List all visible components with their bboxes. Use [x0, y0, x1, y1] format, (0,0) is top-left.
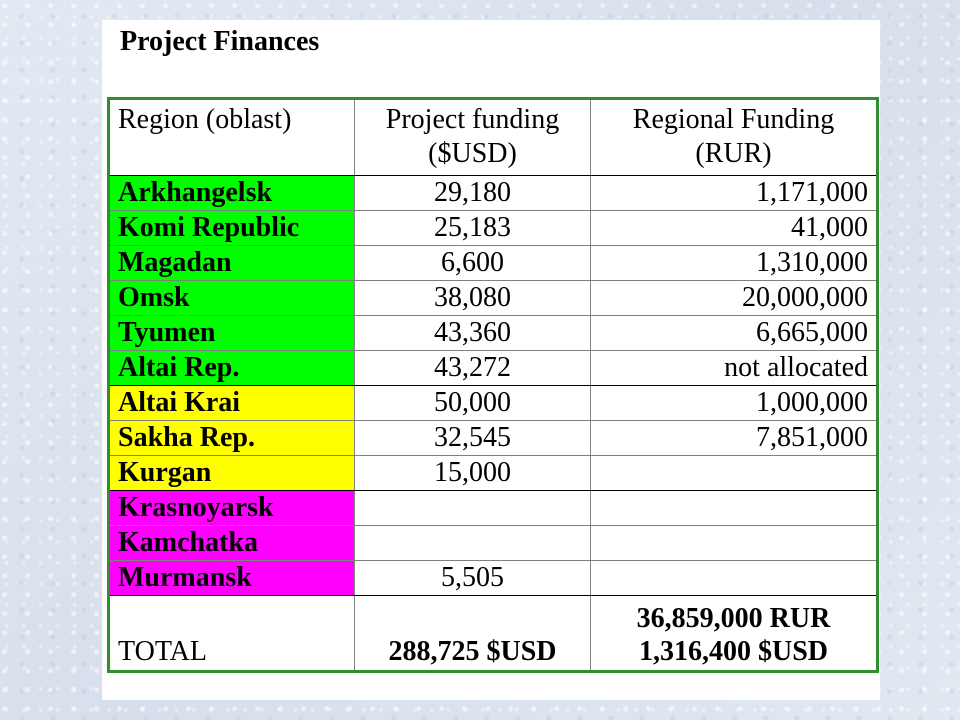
- project-funding-cell: 38,080: [354, 280, 591, 316]
- regional-funding-cell: [590, 560, 878, 596]
- table-row: Tyumen 43,360 6,665,000: [108, 315, 878, 351]
- page-title: Project Finances: [120, 26, 320, 57]
- project-funding-cell: [354, 490, 591, 526]
- slide: Project Finances Region (oblast) Project…: [102, 20, 880, 700]
- regional-funding-cell: not allocated: [590, 350, 878, 386]
- region-cell: Krasnoyarsk: [108, 490, 355, 526]
- header-region: Region (oblast): [108, 98, 355, 176]
- regional-funding-cell: [590, 490, 878, 526]
- project-funding-cell: [354, 525, 591, 561]
- total-regional-usd: 1,316,400 $USD: [638, 636, 828, 667]
- total-regional-funding: 36,859,000 RUR 1,316,400 $USD: [590, 595, 878, 672]
- project-funding-cell: 29,180: [354, 175, 591, 211]
- table-row: Omsk 38,080 20,000,000: [108, 280, 878, 316]
- table-row: Sakha Rep. 32,545 7,851,000: [108, 420, 878, 456]
- project-funding-cell: 6,600: [354, 245, 591, 281]
- region-cell: Altai Rep.: [108, 350, 355, 386]
- total-project-funding: 288,725 $USD: [354, 595, 591, 672]
- region-cell: Kamchatka: [108, 525, 355, 561]
- project-funding-cell: 32,545: [354, 420, 591, 456]
- region-cell: Arkhangelsk: [108, 175, 355, 211]
- project-funding-cell: 25,183: [354, 210, 591, 246]
- region-cell: Murmansk: [108, 560, 355, 596]
- table-row: Murmansk 5,505: [108, 560, 878, 596]
- region-cell: Tyumen: [108, 315, 355, 351]
- region-cell: Magadan: [108, 245, 355, 281]
- region-cell: Sakha Rep.: [108, 420, 355, 456]
- total-regional-rur: 36,859,000 RUR: [636, 603, 831, 634]
- region-cell: Altai Krai: [108, 385, 355, 421]
- project-funding-cell: 5,505: [354, 560, 591, 596]
- regional-funding-cell: 1,171,000: [590, 175, 878, 211]
- table-row: Arkhangelsk 29,180 1,171,000: [108, 175, 878, 211]
- regional-funding-cell: 1,310,000: [590, 245, 878, 281]
- region-cell: Kurgan: [108, 455, 355, 491]
- project-funding-cell: 50,000: [354, 385, 591, 421]
- regional-funding-cell: [590, 455, 878, 491]
- region-cell: Omsk: [108, 280, 355, 316]
- total-row: TOTAL 288,725 $USD 36,859,000 RUR 1,316,…: [108, 595, 878, 672]
- table-row: Altai Rep. 43,272 not allocated: [108, 350, 878, 386]
- regional-funding-cell: 41,000: [590, 210, 878, 246]
- total-label: TOTAL: [108, 595, 355, 672]
- regional-funding-cell: 7,851,000: [590, 420, 878, 456]
- regional-funding-cell: 20,000,000: [590, 280, 878, 316]
- regional-funding-cell: 6,665,000: [590, 315, 878, 351]
- project-funding-cell: 15,000: [354, 455, 591, 491]
- table-row: Komi Republic 25,183 41,000: [108, 210, 878, 246]
- table-row: Kamchatka: [108, 525, 878, 561]
- table-row: Magadan 6,600 1,310,000: [108, 245, 878, 281]
- regional-funding-cell: [590, 525, 878, 561]
- header-row: Region (oblast) Project funding ($USD) R…: [108, 98, 878, 176]
- header-regional-funding: Regional Funding (RUR): [590, 98, 878, 176]
- table-row: Krasnoyarsk: [108, 490, 878, 526]
- table-row: Altai Krai 50,000 1,000,000: [108, 385, 878, 421]
- region-cell: Komi Republic: [108, 210, 355, 246]
- regional-funding-cell: 1,000,000: [590, 385, 878, 421]
- header-project-funding: Project funding ($USD): [354, 98, 591, 176]
- finances-table: Region (oblast) Project funding ($USD) R…: [107, 97, 879, 673]
- project-funding-cell: 43,272: [354, 350, 591, 386]
- table-row: Kurgan 15,000: [108, 455, 878, 491]
- project-funding-cell: 43,360: [354, 315, 591, 351]
